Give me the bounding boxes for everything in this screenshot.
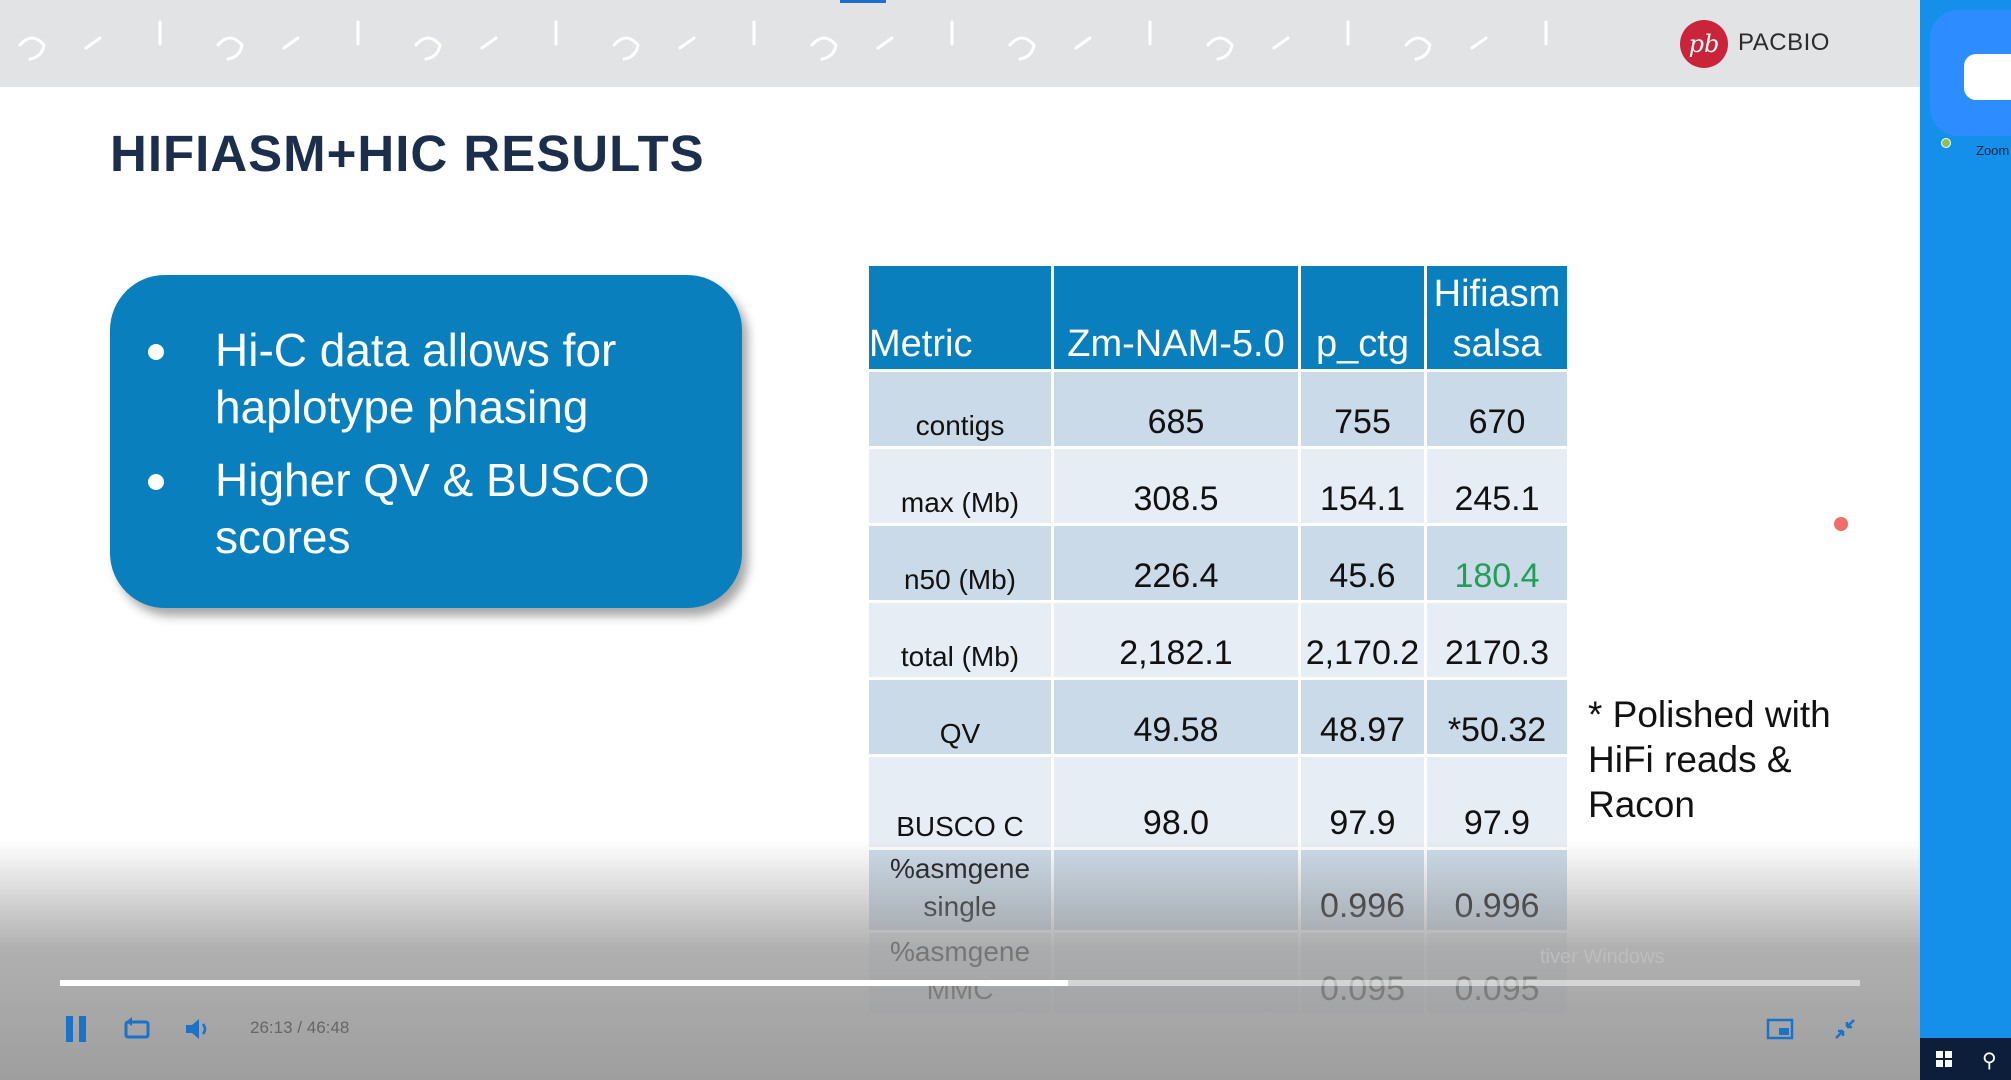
column-header-p-ctg: p_ctg: [1298, 263, 1427, 372]
polish-footnote: * Polished with HiFi reads & Racon: [1588, 694, 1831, 825]
taskbar-tray: ⚲: [1920, 1038, 2011, 1080]
volume-icon[interactable]: [182, 1014, 212, 1051]
duration: 46:48: [306, 1018, 350, 1037]
value-cell: *50.32: [1424, 677, 1570, 757]
column-header-zm-nam: Zm-NAM-5.0: [1051, 263, 1301, 372]
zoom-camera-icon: [1964, 54, 2011, 100]
table-row: max (Mb) 308.5 154.1 245.1: [866, 446, 1570, 526]
pacbio-logo: pb PACBIO: [1680, 20, 1830, 70]
top-marker: [840, 0, 886, 3]
bullet-dot-icon: [148, 344, 164, 360]
metric-cell: BUSCO C: [866, 754, 1054, 850]
player-controls-overlay: [0, 840, 1920, 1080]
pacbio-logo-mark: pb: [1680, 20, 1728, 68]
seek-bar-progress: [60, 980, 1068, 986]
value-cell: 2170.3: [1424, 600, 1570, 680]
value-cell: 97.9: [1424, 754, 1570, 850]
value-cell: 2,182.1: [1051, 600, 1301, 680]
value-cell: 45.6: [1298, 523, 1427, 603]
zoom-status-dot: [1941, 138, 1951, 148]
value-cell: 755: [1298, 369, 1427, 449]
bullet-box: Hi-C data allows for haplotype phasing H…: [110, 275, 742, 608]
metric-cell: max (Mb): [866, 446, 1054, 526]
value-cell: 48.97: [1298, 677, 1427, 757]
search-icon[interactable]: ⚲: [1982, 1050, 1997, 1072]
zoom-app-label: Zoom: [1976, 143, 2010, 158]
bullet-text: Hi-C data allows for haplotype phasing: [215, 324, 617, 433]
windows-activation-watermark: tiver Windows: [1540, 946, 1665, 968]
metric-cell: QV: [866, 677, 1054, 757]
value-cell: 2,170.2: [1298, 600, 1427, 680]
bullet-dot-icon: [148, 474, 164, 490]
metric-cell: contigs: [866, 369, 1054, 449]
pointer-highlight-icon: [1834, 517, 1848, 531]
bullet-text: Higher QV & BUSCO scores: [215, 454, 650, 563]
windows-taskbar: Zoom ⚲: [1920, 0, 2011, 1080]
value-cell: 154.1: [1298, 446, 1427, 526]
metric-cell: total (Mb): [866, 600, 1054, 680]
value-cell: 308.5: [1051, 446, 1301, 526]
time-separator: /: [297, 1018, 303, 1037]
pause-icon[interactable]: [66, 1016, 88, 1042]
table-row: QV 49.58 48.97 *50.32: [866, 677, 1570, 757]
time-display: 26:13 / 46:48: [250, 1018, 349, 1038]
value-cell: 97.9: [1298, 754, 1427, 850]
column-header-metric: Metric: [866, 263, 1054, 372]
table-row: contigs 685 755 670: [866, 369, 1570, 449]
column-header-hifiasm-salsa: Hifiasm salsa: [1424, 263, 1570, 372]
slide-header-band: pb PACBIO: [0, 0, 1920, 87]
windows-start-icon[interactable]: [1936, 1051, 1952, 1067]
pacbio-logo-text: PACBIO: [1738, 29, 1830, 56]
picture-in-picture-icon[interactable]: [1765, 1014, 1795, 1051]
current-time: 26:13: [250, 1018, 293, 1037]
table-header-row: Metric Zm-NAM-5.0 p_ctg Hifiasm salsa: [866, 263, 1570, 372]
zoom-app-button[interactable]: [1930, 10, 2011, 148]
exit-fullscreen-icon[interactable]: [1830, 1014, 1860, 1051]
slide-title: HIFIASM+HIC RESULTS: [110, 125, 705, 182]
value-cell: 245.1: [1424, 446, 1570, 526]
header-pattern-decoration: [18, 20, 1548, 61]
value-cell: 685: [1051, 369, 1301, 449]
replay-icon[interactable]: [122, 1014, 152, 1051]
table-row: n50 (Mb) 226.4 45.6 180.4: [866, 523, 1570, 603]
highlighted-value-cell: 180.4: [1424, 523, 1570, 603]
video-player[interactable]: pb PACBIO HIFIASM+HIC RESULTS Hi-C data …: [0, 0, 1920, 1080]
value-cell: 670: [1424, 369, 1570, 449]
value-cell: 226.4: [1051, 523, 1301, 603]
value-cell: 49.58: [1051, 677, 1301, 757]
table-row: total (Mb) 2,182.1 2,170.2 2170.3: [866, 600, 1570, 680]
seek-bar[interactable]: [60, 980, 1860, 986]
table-row: BUSCO C 98.0 97.9 97.9: [866, 754, 1570, 850]
value-cell: 98.0: [1051, 754, 1301, 850]
metric-cell: n50 (Mb): [866, 523, 1054, 603]
